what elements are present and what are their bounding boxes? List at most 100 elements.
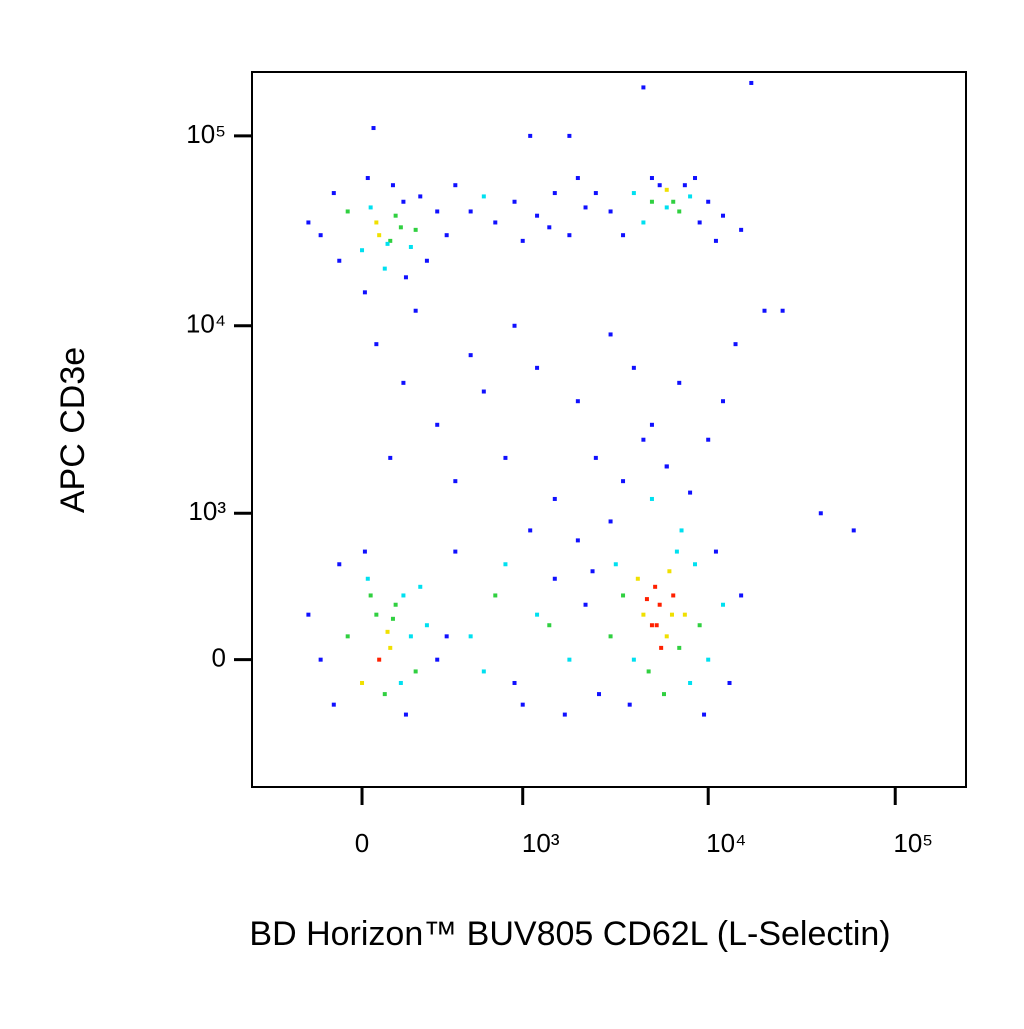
dot — [706, 657, 711, 662]
dot — [702, 712, 707, 717]
dot — [671, 593, 676, 598]
dot — [535, 213, 540, 218]
dot — [583, 205, 588, 210]
dot — [674, 549, 679, 554]
dot — [413, 227, 418, 232]
dot — [468, 353, 473, 358]
dot — [682, 612, 687, 617]
dot — [721, 602, 726, 607]
dot — [575, 399, 580, 404]
x-tick-label: 10⁴ — [706, 828, 746, 858]
dot — [552, 576, 557, 581]
dot — [398, 680, 403, 685]
dot — [413, 669, 418, 674]
dot — [677, 209, 682, 214]
dot — [608, 634, 613, 639]
dot — [713, 549, 718, 554]
dot — [547, 225, 552, 230]
dot — [385, 629, 390, 634]
dot — [653, 584, 658, 589]
dot — [567, 657, 572, 662]
dot — [388, 455, 393, 460]
dot — [693, 176, 698, 181]
dot — [493, 220, 498, 225]
dot — [403, 712, 408, 717]
dot — [360, 248, 365, 253]
dot — [331, 191, 336, 196]
dot — [654, 623, 659, 628]
dot — [331, 702, 336, 707]
dot — [390, 183, 395, 188]
dot — [641, 437, 646, 442]
dot — [374, 612, 379, 617]
dot — [481, 669, 486, 674]
dot — [659, 645, 664, 650]
x-tick-label: 0 — [355, 828, 369, 858]
dot — [368, 205, 373, 210]
dot — [382, 266, 387, 271]
dot — [345, 209, 350, 214]
y-tick-label: 10⁴ — [186, 309, 226, 339]
dot — [627, 702, 632, 707]
dot — [631, 657, 636, 662]
dot — [388, 238, 393, 243]
dot — [575, 176, 580, 181]
dot — [657, 602, 662, 607]
dot — [552, 496, 557, 501]
dot — [749, 80, 754, 85]
dot — [444, 233, 449, 238]
dot — [398, 225, 403, 230]
dot — [362, 290, 367, 295]
dot — [385, 241, 390, 246]
dot — [621, 479, 626, 484]
dot — [597, 692, 602, 697]
dot — [481, 194, 486, 199]
dot — [621, 593, 626, 598]
x-axis-label: BD Horizon™ BUV805 CD62L (L-Selectin) — [249, 915, 890, 953]
dot — [657, 183, 662, 188]
dot — [345, 634, 350, 639]
dot — [408, 634, 413, 639]
dot — [535, 612, 540, 617]
dot — [583, 602, 588, 607]
dot — [401, 380, 406, 385]
dot — [567, 133, 572, 138]
dot — [851, 528, 856, 533]
dot — [512, 680, 517, 685]
dot — [641, 85, 646, 90]
dot — [644, 597, 649, 602]
dot — [365, 176, 370, 181]
dot — [503, 455, 508, 460]
x-tick-label: 10³ — [522, 828, 560, 858]
dot — [733, 342, 738, 347]
dot — [697, 623, 702, 628]
axes: 0 10³ 10⁴ 10⁵ 0 10³ 10⁴ 10⁵ — [186, 119, 933, 858]
dot — [613, 562, 618, 567]
dot — [520, 702, 525, 707]
dot — [435, 209, 440, 214]
dot — [671, 199, 676, 204]
dot — [641, 220, 646, 225]
dot — [664, 464, 669, 469]
dot — [547, 623, 552, 628]
dot — [371, 126, 376, 131]
dot — [408, 244, 413, 249]
dot — [608, 332, 613, 337]
dot — [393, 602, 398, 607]
dot — [688, 490, 693, 495]
dot — [661, 692, 666, 697]
dot — [762, 308, 767, 313]
dot — [413, 308, 418, 313]
dot — [635, 576, 640, 581]
dot — [468, 634, 473, 639]
dot — [368, 593, 373, 598]
dot — [481, 389, 486, 394]
dot — [631, 191, 636, 196]
y-axis-label: APC CD3e — [54, 347, 92, 513]
dot — [393, 213, 398, 218]
dot — [693, 562, 698, 567]
dot — [706, 437, 711, 442]
dot — [512, 323, 517, 328]
